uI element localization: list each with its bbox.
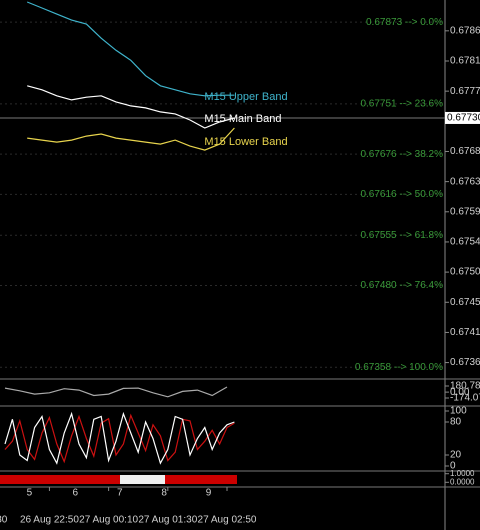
y-tick-label: 0.67455	[450, 297, 480, 308]
y-tick-label: 80	[450, 417, 462, 428]
y-tick-label: 0	[450, 461, 456, 472]
level-label: 0.67616 --> 50.0%	[360, 189, 443, 200]
x-tick-label: 27 Aug 02:50	[198, 515, 257, 526]
series-line	[27, 85, 235, 129]
y-tick-label: 0.00	[450, 387, 470, 398]
level-label: 0.67873 --> 0.0%	[366, 17, 443, 28]
y-tick-label: 180.788	[450, 381, 480, 392]
series-label: M15 Upper Band	[204, 91, 287, 103]
series-line	[4, 411, 235, 465]
level-label: 0.67751 --> 23.6%	[360, 99, 443, 110]
level-label: 0.67480 --> 76.4%	[360, 280, 443, 291]
x-tick-label: 1:30	[0, 515, 8, 526]
level-label: 0.67555 --> 61.8%	[360, 230, 443, 241]
series-line	[4, 386, 228, 398]
y-tick-label: 100	[450, 406, 467, 417]
signal-label: 6	[73, 488, 79, 499]
y-tick-label: 1.0000	[450, 469, 475, 478]
series-label: M15 Lower Band	[204, 136, 287, 148]
x-tick-label: 27 Aug 01:30	[138, 515, 197, 526]
current-price-box	[445, 111, 480, 124]
level-label: 0.67676 --> 38.2%	[360, 149, 443, 160]
y-tick-label: -174.075	[450, 393, 480, 404]
level-label: 0.67358 --> 100.0%	[355, 362, 443, 373]
signal-label: 5	[27, 488, 33, 499]
signal-label: 9	[206, 488, 212, 499]
x-tick-label: 26 Aug 22:50	[20, 515, 79, 526]
signal-label: 7	[117, 488, 123, 499]
y-tick-label: 0.67365	[450, 357, 480, 368]
y-tick-label: 0.0000	[450, 477, 475, 486]
series-line	[4, 413, 235, 464]
y-tick-label: 20	[450, 450, 462, 461]
current-price-label: 0.67730	[447, 113, 480, 124]
y-tick-label: 0.67815	[450, 56, 480, 67]
y-tick-label: 0.67635	[450, 176, 480, 187]
signal-strip-segment	[120, 475, 165, 484]
y-tick-label: 0.67545	[450, 237, 480, 248]
signal-strip	[0, 475, 237, 484]
signal-label: 8	[161, 488, 167, 499]
series-line	[27, 127, 235, 151]
series-line	[26, 1, 235, 97]
series-label: M15 Main Band	[204, 113, 281, 125]
x-tick-label: 27 Aug 00:10	[79, 515, 138, 526]
